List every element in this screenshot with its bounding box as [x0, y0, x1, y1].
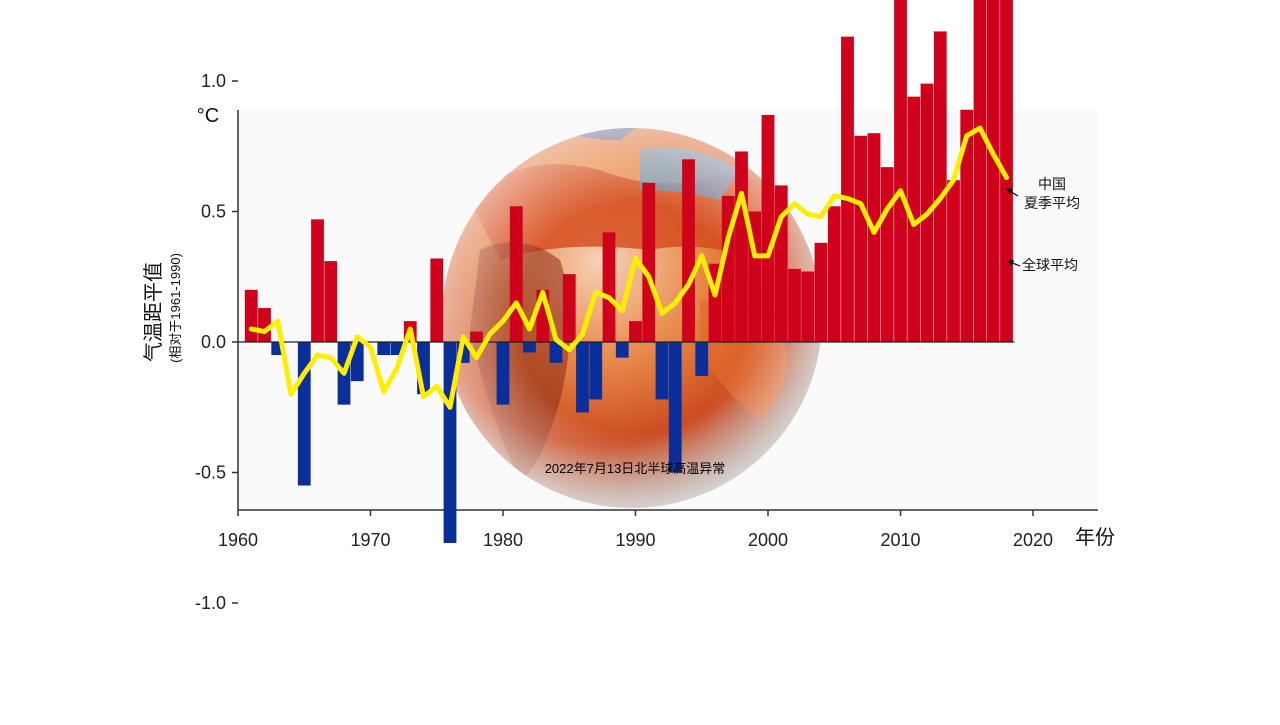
bar — [562, 274, 576, 342]
bar — [973, 0, 987, 342]
china-label-line2: 夏季平均 — [1024, 195, 1080, 211]
bar — [589, 342, 603, 400]
bar — [258, 308, 271, 342]
y-tick-label: 0.5 — [201, 202, 226, 222]
bar — [947, 180, 960, 342]
bar — [642, 182, 656, 342]
x-tick-label: 2010 — [880, 530, 920, 550]
bar — [668, 342, 682, 473]
bar — [576, 342, 589, 413]
x-tick-label: 1970 — [350, 530, 390, 550]
x-tick-label: 1960 — [218, 530, 258, 550]
global-average-line — [248, 125, 1009, 410]
labels-layer: -1.0-0.50.00.51.01.519601970198019902000… — [142, 71, 1115, 613]
unit-label: °C — [197, 105, 219, 127]
bar — [629, 321, 642, 342]
bar — [933, 31, 947, 342]
bar — [470, 331, 483, 342]
bar — [311, 219, 324, 342]
bar — [894, 0, 907, 342]
china-label-line1: 中国 — [1038, 176, 1066, 192]
line-layer — [248, 125, 1009, 410]
bar — [695, 342, 709, 376]
bar — [549, 342, 563, 363]
bar — [986, 0, 1000, 342]
bar — [880, 167, 894, 342]
bar — [602, 232, 616, 342]
bar — [854, 135, 868, 342]
bar — [377, 342, 391, 356]
y-tick-label: -1.0 — [195, 593, 226, 613]
bar — [735, 151, 748, 342]
bar — [1000, 0, 1013, 343]
bar — [324, 261, 338, 342]
x-axis-title: 年份 — [1075, 526, 1115, 549]
bar — [814, 242, 828, 342]
bar — [682, 159, 695, 342]
bar — [788, 268, 801, 342]
globe-caption: 2022年7月13日北半球高温异常 — [545, 461, 726, 476]
x-tick-label: 1990 — [615, 530, 655, 550]
bar — [496, 342, 510, 405]
bar — [841, 36, 854, 342]
global-arrowhead — [1007, 260, 1014, 266]
bar — [655, 342, 669, 400]
global-average-label: 全球平均 — [1022, 257, 1078, 273]
bar — [615, 342, 629, 358]
bar — [244, 289, 258, 342]
y-axis-note: (相对于1961-1990) — [168, 253, 183, 363]
globe-image — [442, 128, 822, 508]
y-axis-title: 气温距平值 — [142, 262, 165, 362]
bar — [827, 206, 841, 342]
bar — [801, 271, 815, 342]
bar — [509, 206, 523, 342]
x-tick-label: 1980 — [483, 530, 523, 550]
bar — [523, 342, 536, 353]
bar — [430, 258, 444, 342]
bar — [867, 133, 881, 342]
china-arrowhead — [1006, 188, 1013, 194]
y-tick-label: 1.0 — [201, 71, 226, 91]
bar — [761, 114, 775, 343]
y-tick-label: 0.0 — [201, 332, 226, 352]
y-tick-label: -0.5 — [195, 463, 226, 483]
x-tick-label: 2000 — [748, 530, 788, 550]
axes-layer — [232, 80, 1098, 604]
bar — [960, 109, 974, 343]
x-tick-label: 2020 — [1013, 530, 1053, 550]
